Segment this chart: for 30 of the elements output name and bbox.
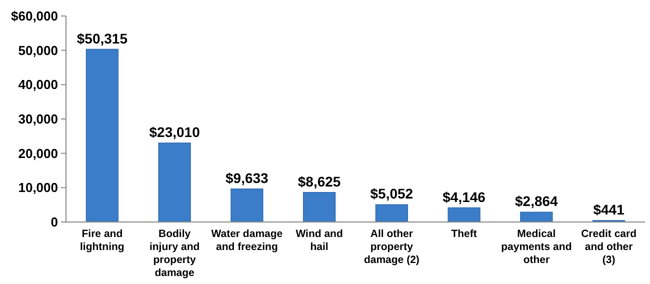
x-tick-label: Fire and lightning: [80, 228, 124, 253]
y-tick-label: $60,000: [11, 8, 58, 24]
bar: [520, 212, 553, 222]
x-tick-label: Medical payments and other: [501, 228, 572, 266]
data-label: $8,625: [298, 173, 341, 190]
data-label: $2,864: [515, 193, 558, 210]
bar: [230, 188, 264, 222]
y-tick-label: 50,000: [18, 42, 58, 58]
bar: [86, 48, 119, 222]
y-tick-label: 20,000: [18, 146, 58, 161]
y-tick-label: 0: [50, 214, 58, 230]
bar: [375, 204, 408, 222]
x-tick-label: Credit card and other (3): [581, 228, 637, 266]
data-label: $50,315: [76, 30, 128, 46]
x-tick-label: Water damage and freezing: [211, 228, 283, 253]
x-tick-label: Theft: [451, 228, 478, 240]
bar: [158, 142, 191, 222]
data-label: $4,146: [442, 188, 486, 205]
data-label: $9,633: [226, 170, 269, 186]
y-tick-label: 30,000: [18, 112, 58, 127]
y-tick-label: 10,000: [18, 180, 58, 196]
data-label: $441: [593, 201, 625, 218]
x-tick-label: Wind and hail: [296, 228, 343, 253]
y-tick-label: 40,000: [18, 77, 58, 92]
x-tick-label: Bodily injury and property damage: [149, 228, 200, 279]
bar: [448, 207, 480, 222]
x-tick-label: All other property damage (2): [364, 228, 420, 266]
data-label: $23,010: [149, 124, 200, 140]
bar: [302, 192, 336, 222]
data-label: $5,052: [370, 186, 414, 202]
